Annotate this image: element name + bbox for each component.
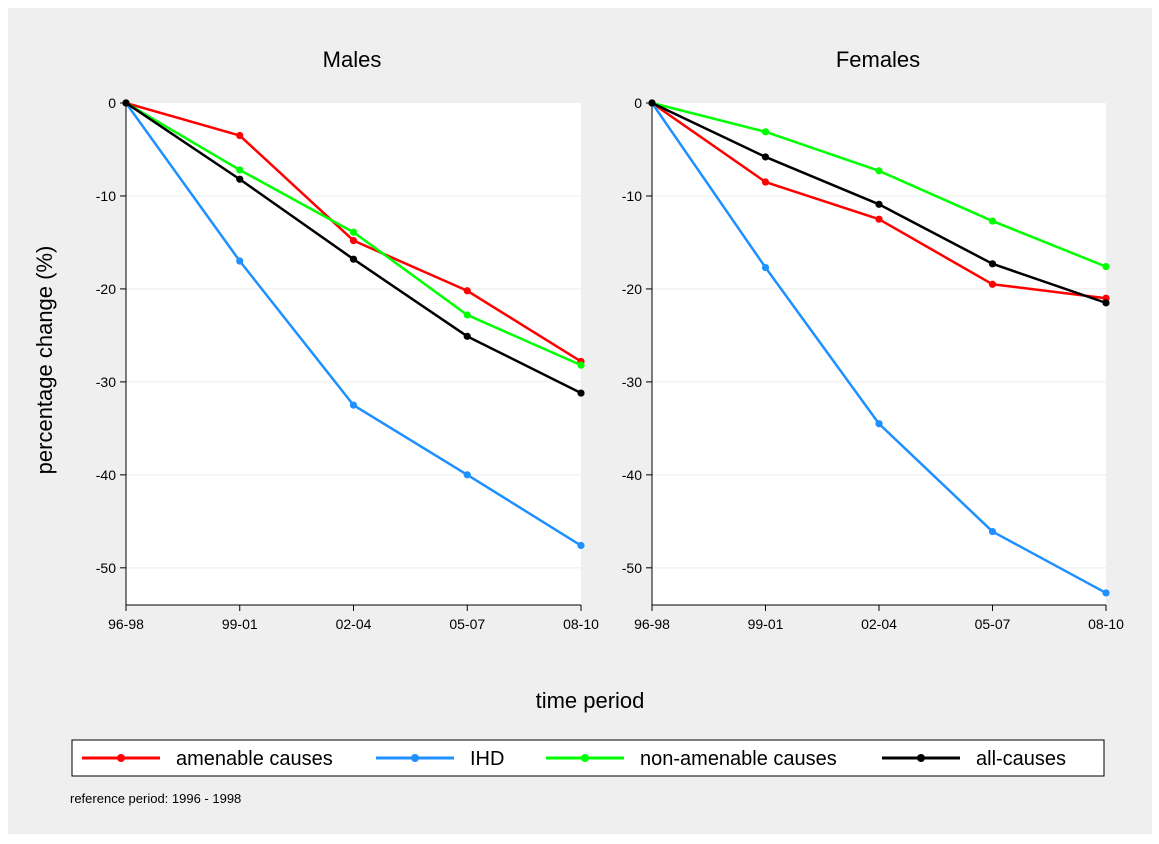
data-point	[463, 471, 471, 479]
x-tick-label: 05-07	[449, 616, 485, 632]
x-tick-label: 08-10	[1088, 616, 1124, 632]
data-point	[988, 280, 997, 288]
y-tick-label: -10	[96, 188, 116, 204]
y-tick-label: -50	[622, 560, 642, 576]
data-point	[349, 228, 358, 236]
legend: amenable causes IHD non-amenable causes all…	[71, 739, 1105, 777]
data-point	[577, 389, 585, 397]
y-tick-label: -30	[96, 374, 116, 390]
legend-marker	[581, 754, 589, 762]
data-point	[463, 287, 471, 295]
data-point	[349, 236, 358, 245]
data-point	[761, 128, 770, 136]
legend-label: IHD	[470, 748, 504, 770]
x-tick-label: 05-07	[975, 616, 1011, 632]
x-tick-label: 96-98	[634, 616, 670, 632]
y-tick-label: -40	[622, 467, 642, 483]
data-point	[988, 217, 997, 225]
y-tick-label: -10	[622, 188, 642, 204]
y-axis-label: percentage change (%)	[32, 246, 57, 475]
data-point	[463, 332, 471, 340]
data-point	[875, 167, 883, 175]
x-tick-label: 08-10	[563, 616, 599, 632]
panel-title: Males	[323, 47, 382, 72]
data-point	[648, 99, 656, 107]
plot-area	[126, 103, 581, 605]
data-point	[577, 361, 585, 369]
data-point	[122, 99, 130, 107]
data-point	[349, 255, 358, 263]
data-point	[761, 153, 770, 161]
x-axis-label: time period	[536, 688, 645, 713]
legend-marker	[411, 754, 419, 762]
data-point	[1102, 589, 1110, 597]
data-point	[463, 311, 471, 319]
legend-marker	[117, 754, 125, 762]
data-point	[761, 178, 770, 186]
legend-label: amenable causes	[176, 748, 333, 770]
data-point	[236, 131, 244, 140]
y-tick-label: -20	[96, 281, 116, 297]
y-tick-label: -20	[622, 281, 642, 297]
y-tick-label: -40	[96, 467, 116, 483]
plot-area	[652, 103, 1106, 605]
panel-males: Males 0 -10 -20 -30 -40 -50 96-98 99-01 02-04 05-…	[96, 47, 599, 632]
data-point	[349, 401, 358, 409]
panel-title: Females	[836, 47, 920, 72]
x-tick-label: 02-04	[336, 616, 372, 632]
data-point	[875, 215, 883, 223]
x-tick-label: 96-98	[108, 616, 144, 632]
data-point	[236, 257, 244, 265]
y-tick-label: -30	[622, 374, 642, 390]
legend-label: non-amenable causes	[640, 748, 837, 770]
data-point	[875, 200, 883, 208]
reference-note: reference period: 1996 - 1998	[70, 791, 241, 806]
data-point	[761, 263, 770, 272]
data-point	[875, 420, 883, 428]
x-tick-label: 02-04	[861, 616, 897, 632]
panel-females: Females 0 -10 -20 -30 -40 -50 96-98 99-01 02-04 0…	[622, 47, 1124, 632]
x-tick-label: 99-01	[748, 616, 784, 632]
data-point	[988, 527, 997, 536]
legend-marker	[917, 754, 925, 762]
data-point	[988, 260, 997, 268]
x-tick-label: 99-01	[222, 616, 258, 632]
data-point	[577, 541, 585, 550]
data-point	[236, 175, 244, 183]
y-tick-label: 0	[108, 95, 116, 111]
y-tick-label: -50	[96, 560, 116, 576]
data-point	[236, 166, 244, 174]
y-tick-label: 0	[634, 95, 642, 111]
data-point	[1102, 299, 1110, 307]
data-point	[1102, 263, 1110, 271]
legend-label: all-causes	[976, 748, 1066, 770]
